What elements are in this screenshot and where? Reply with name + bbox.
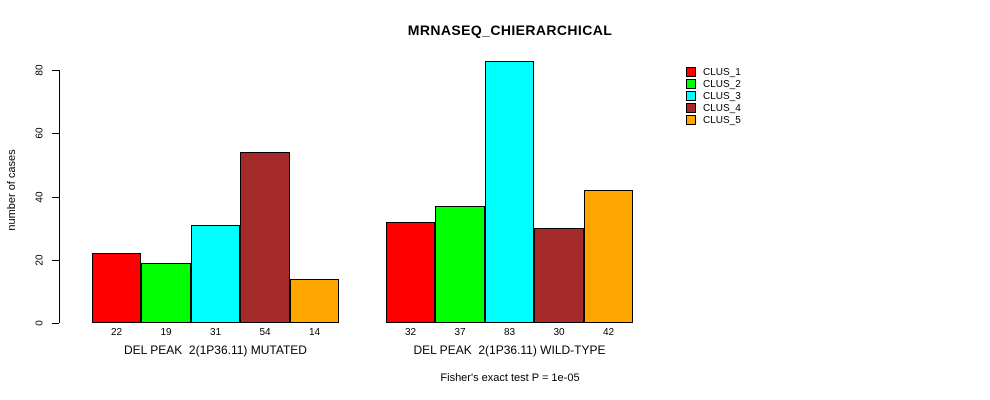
legend-item-clus_2: CLUS_2 — [686, 78, 741, 90]
legend-label: CLUS_4 — [703, 102, 741, 114]
legend-label: CLUS_5 — [703, 114, 741, 126]
bar-value-label: 22 — [110, 327, 123, 338]
y-tick-label: 20 — [34, 254, 46, 266]
y-tick-label: 60 — [34, 127, 46, 139]
bar-value-label: 14 — [308, 327, 321, 338]
y-tick-mark — [52, 260, 59, 261]
legend-label: CLUS_2 — [703, 78, 741, 90]
legend-item-clus_5: CLUS_5 — [686, 114, 741, 126]
bar-clus_1-group2 — [386, 222, 435, 323]
bar-clus_2-group1 — [141, 263, 191, 323]
legend-item-clus_1: CLUS_1 — [686, 66, 741, 78]
bar-value-label: 19 — [160, 327, 172, 338]
chart-title: MRNASEQ_CHIERARCHICAL — [407, 22, 613, 38]
bar-clus_3-group2 — [485, 61, 534, 323]
bar-clus_3-group1 — [191, 225, 240, 323]
legend-swatch — [686, 79, 696, 89]
bar-clus_5-group2 — [584, 190, 633, 323]
group-label-2: DEL PEAK 2(1P36.11) WILD-TYPE — [413, 343, 606, 357]
y-tick-mark — [52, 70, 59, 71]
footnote-text: Fisher's exact test P = 1e-05 — [440, 372, 580, 384]
y-tick-mark — [52, 133, 59, 134]
legend-item-clus_4: CLUS_4 — [686, 102, 741, 114]
bar-value-label: 83 — [503, 327, 516, 338]
bar-value-label: 42 — [602, 327, 615, 338]
bar-clus_2-group2 — [435, 206, 485, 323]
y-axis-label: number of cases — [6, 149, 18, 231]
legend-swatch — [686, 91, 696, 101]
bar-value-label: 32 — [404, 327, 417, 338]
y-tick-label: 80 — [34, 64, 46, 76]
legend-label: CLUS_1 — [703, 66, 741, 78]
bar-clus_1-group1 — [92, 253, 141, 323]
y-tick-label: 0 — [34, 320, 46, 326]
legend-swatch — [686, 103, 696, 113]
y-tick-label: 40 — [34, 191, 46, 203]
bar-clus_4-group1 — [240, 152, 290, 323]
bar-value-label: 30 — [553, 327, 565, 338]
legend-item-clus_3: CLUS_3 — [686, 90, 741, 102]
group-label-1: DEL PEAK 2(1P36.11) MUTATED — [124, 343, 307, 357]
bar-value-label: 54 — [259, 327, 271, 338]
bar-value-label: 37 — [454, 327, 466, 338]
legend: CLUS_1 CLUS_2 CLUS_3 CLUS_4 CLUS_5 — [686, 67, 741, 127]
legend-label: CLUS_3 — [703, 90, 741, 102]
legend-swatch — [686, 115, 696, 125]
legend-swatch — [686, 67, 696, 77]
y-tick-mark — [52, 197, 59, 198]
y-tick-mark — [52, 323, 59, 324]
bar-clus_4-group2 — [534, 228, 584, 323]
bar-value-label: 31 — [209, 327, 222, 338]
y-axis-line — [59, 70, 60, 323]
bar-clus_5-group1 — [290, 279, 339, 323]
